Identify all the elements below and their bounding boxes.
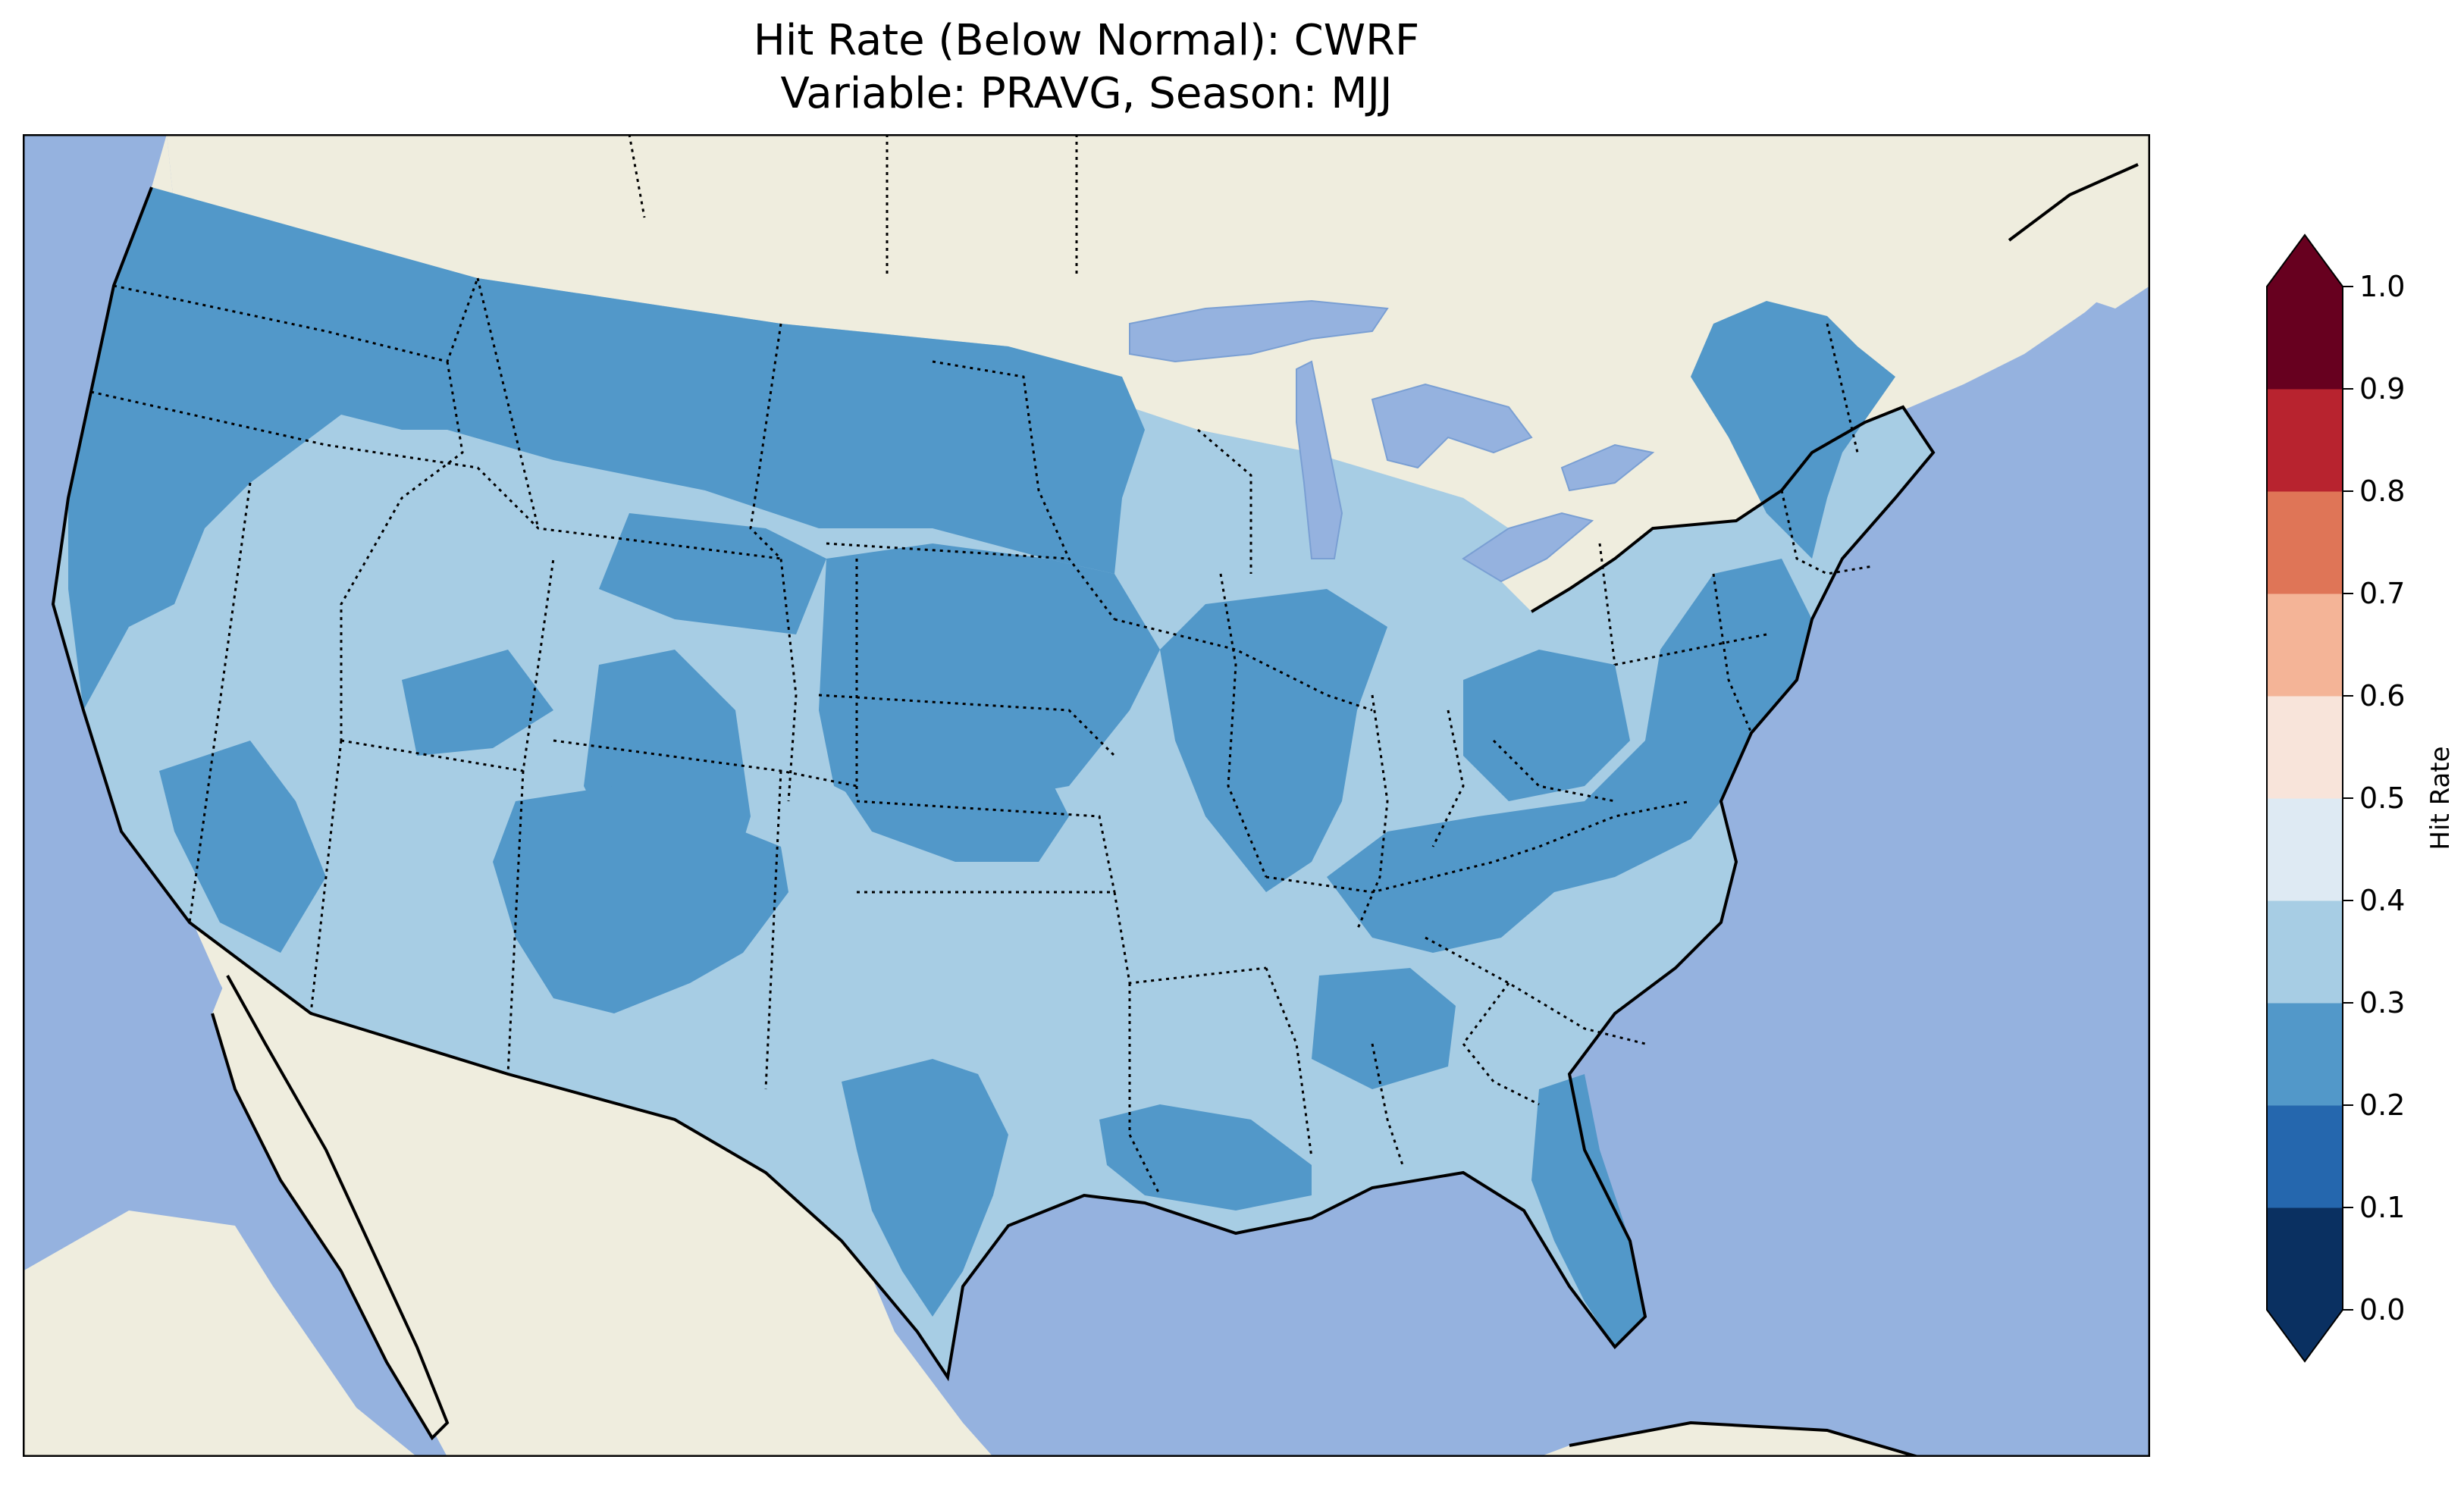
chart-title-line2: Variable: PRAVG, Season: MJJ: [780, 69, 1393, 118]
colorbar-bins: [2267, 287, 2343, 1311]
great-lakes: [1129, 299, 1655, 583]
colorbar-tick-label: 0.4: [2359, 884, 2405, 917]
coastlines: [51, 163, 2139, 1457]
chart-title-line1: Hit Rate (Below Normal): CWRF: [753, 16, 1420, 65]
us-hitrate-mid-field: [68, 187, 1895, 1347]
colorbar-bin: [2267, 287, 2343, 390]
colorbar-tick-label: 0.2: [2359, 1088, 2405, 1122]
colorbar-bin: [2267, 798, 2343, 901]
state-borders: [90, 134, 1873, 1196]
colorbar-label: Hit Rate: [2425, 746, 2456, 850]
newfoundland-land: [2009, 164, 2150, 309]
colorbar-bin: [2267, 696, 2343, 799]
colorbar-bin: [2267, 900, 2343, 1004]
colorbar-tick-label: 0.1: [2359, 1191, 2405, 1224]
map-panel: [23, 134, 2150, 1457]
colorbar-ticks: 0.0 0.1 0.2 0.3 0.4 0.5 0.6 0.7 0.8 0.9 1.0: [2343, 270, 2405, 1326]
canada-land: [167, 134, 2150, 612]
colorbar-tick-label: 0.3: [2359, 986, 2405, 1019]
baja-land: [212, 976, 447, 1438]
colorbar-tick-label: 0.7: [2359, 577, 2405, 610]
map-frame: [23, 134, 2150, 1457]
colorbar-bin: [2267, 1003, 2343, 1106]
colorbar-tick-label: 0.5: [2359, 781, 2405, 815]
colorbar-bin: [2267, 491, 2343, 594]
colorbar-bin: [2267, 389, 2343, 492]
colorbar-bin: [2267, 594, 2343, 697]
colorbar-bin: [2267, 1105, 2343, 1208]
colorbar-tick-label: 0.6: [2359, 679, 2405, 713]
colorbar-tick-label: 0.8: [2359, 475, 2405, 508]
colorbar-over-triangle: [2267, 235, 2343, 287]
colorbar-tick-label: 1.0: [2359, 270, 2405, 303]
colorbar-tick-label: 0.9: [2359, 372, 2405, 406]
colorbar-under-triangle: [2267, 1310, 2343, 1361]
colorbar-bin: [2267, 1207, 2343, 1311]
colorbar: 0.0 0.1 0.2 0.3 0.4 0.5 0.6 0.7 0.8 0.9 1.0 Hit Ra…: [2266, 233, 2456, 1363]
colorbar-tick-label: 0.0: [2359, 1293, 2405, 1326]
